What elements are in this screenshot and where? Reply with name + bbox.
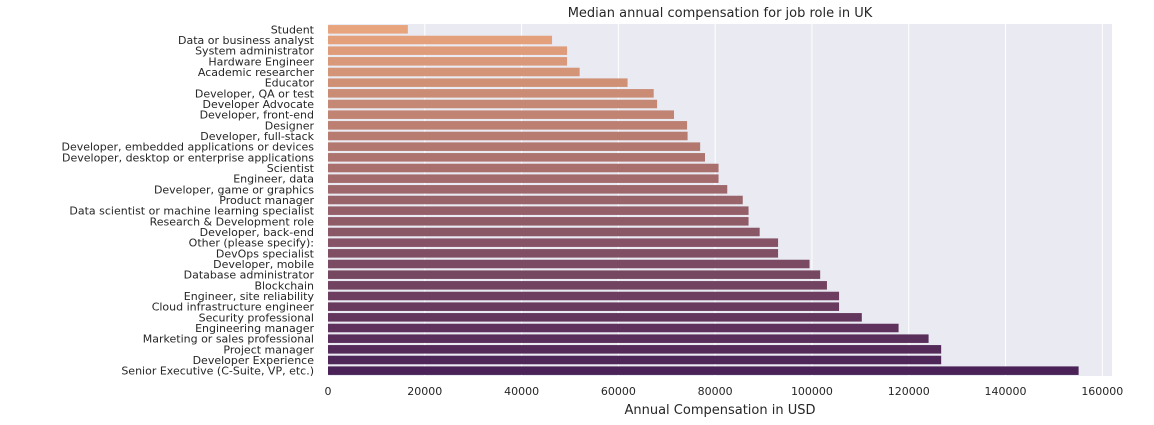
category-label: Research & Development role [150,215,315,228]
category-label: Scientist [267,162,315,175]
bar [328,195,743,205]
category-label: Developer Experience [193,354,315,367]
bar [328,313,862,322]
bar [328,131,688,141]
bar [328,78,628,87]
x-tick-label: 80000 [698,385,733,398]
bar [328,259,810,269]
x-tick-labels: 0 20000 40000 60000 80000 100000 120000 140000 1… [325,385,1124,398]
bar [328,345,942,354]
category-label: Engineering manager [195,322,314,335]
category-label: Blockchain [254,279,314,292]
bar [328,185,728,194]
bar [328,355,942,365]
bar [328,142,701,151]
bar [328,291,840,301]
bar [328,238,779,247]
x-tick-label: 20000 [407,385,442,398]
bar [328,323,899,333]
bar [328,67,580,77]
x-tick-label: 0 [325,385,332,398]
category-label: Cloud infrastructure engineer [152,301,315,314]
category-label: Developer, game or graphics [154,183,314,196]
bar [328,121,688,130]
bar [328,110,675,119]
category-label: Database administrator [184,269,315,282]
bar [328,334,929,343]
x-axis-label: Annual Compensation in USD [624,403,815,418]
x-tick-label: 60000 [601,385,636,398]
bar [328,206,749,215]
category-label: DevOps specialist [216,247,315,260]
category-label: Product manager [219,194,314,207]
x-tick-label: 160000 [1081,385,1123,398]
category-label: Engineer, data [233,173,314,186]
bar [328,46,568,55]
category-label: Student [271,23,315,36]
category-label: Marketing or sales professional [143,333,314,346]
category-label: Developer, back-end [200,226,314,239]
bar [328,366,1079,375]
category-label: Senior Executive (C-Suite, VP, etc.) [121,365,314,378]
category-label: Developer, QA or test [195,87,315,100]
category-label: Other (please specify): [189,237,314,250]
category-label: Designer [265,119,315,132]
category-label: Engineer, site reliability [184,290,315,303]
category-label: Developer, mobile [213,258,314,271]
x-tick-label: 120000 [888,385,930,398]
chart-title: Median annual compensation for job role … [568,6,873,21]
category-label: Data scientist or machine learning speci… [69,205,314,218]
category-label: Security professional [199,311,314,324]
bar [328,174,719,183]
bar [328,25,408,34]
x-tick-label: 100000 [791,385,833,398]
category-label: Academic researcher [198,66,315,79]
bar [328,217,749,226]
category-label: Developer, desktop or enterprise applica… [62,151,314,164]
bar [328,227,760,237]
bars [328,25,1079,375]
category-label: Developer, full-stack [200,130,314,143]
category-label: Hardware Engineer [208,55,314,68]
x-tick-label: 40000 [504,385,539,398]
bar [328,281,827,290]
category-label: Data or business analyst [178,34,315,47]
bar [328,270,821,279]
bar [328,302,840,311]
category-label: Educator [265,77,315,90]
bar [328,99,658,109]
category-label: System administrator [195,45,314,58]
bar [328,249,779,258]
x-tick-label: 140000 [985,385,1027,398]
category-label: Project manager [223,343,314,356]
bar [328,153,705,162]
bar [328,35,553,45]
bar [328,89,654,98]
bar [328,57,568,66]
bar [328,163,719,173]
category-label: Developer, embedded applications or devi… [61,141,314,154]
category-label: Developer Advocate [203,98,315,111]
category-label: Developer, front-end [200,109,314,122]
